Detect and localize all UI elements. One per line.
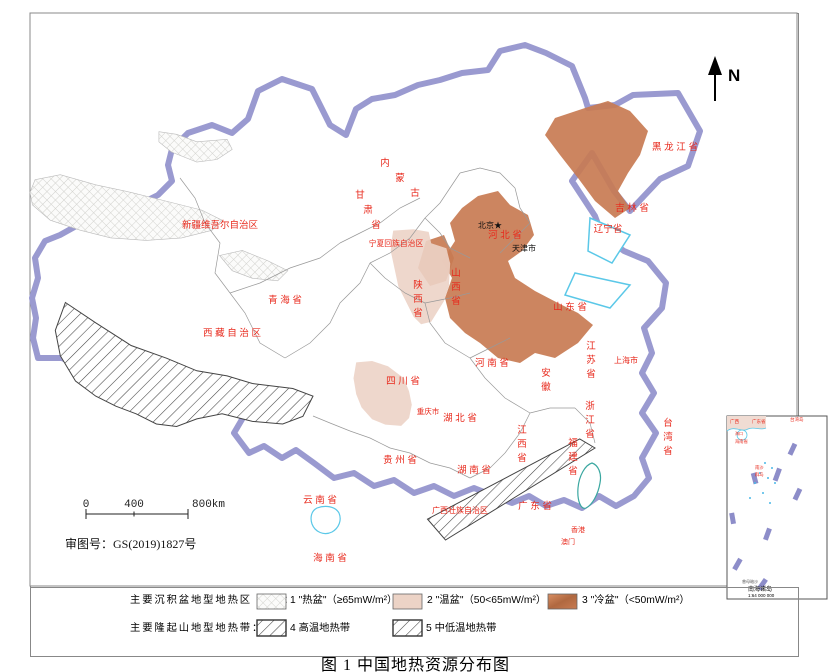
svg-text:2 "温盆"（50<65mW/m²）: 2 "温盆"（50<65mW/m²） [427, 593, 546, 606]
svg-text:主要隆起山地型地热带：: 主要隆起山地型地热带： [130, 621, 264, 634]
svg-text:5 中低温地热带: 5 中低温地热带 [426, 621, 496, 634]
svg-text:4 高温地热带: 4 高温地热带 [290, 621, 350, 634]
svg-text:1 "热盆"（≥65mW/m²）: 1 "热盆"（≥65mW/m²） [290, 593, 397, 606]
svg-text:3 "冷盆"（<50mW/m²）: 3 "冷盆"（<50mW/m²） [582, 593, 690, 606]
